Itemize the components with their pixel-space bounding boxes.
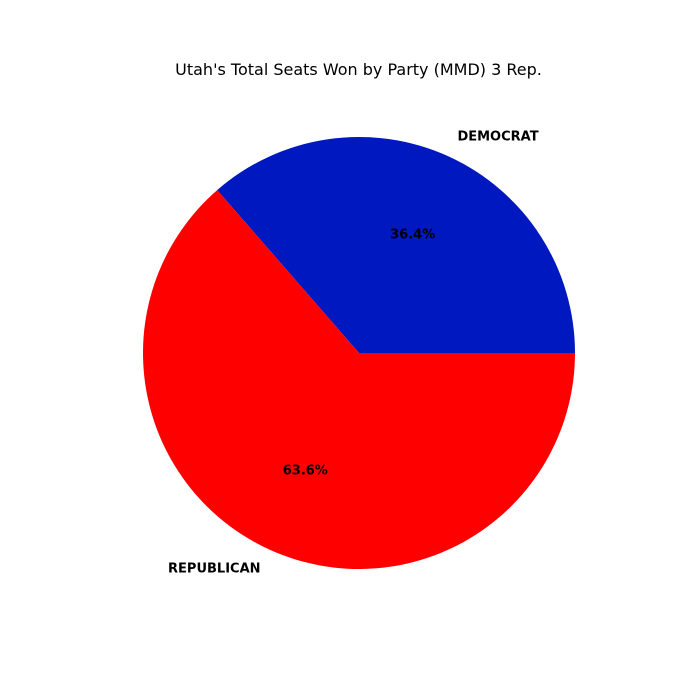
chart-title: Utah's Total Seats Won by Party (MMD) 3 … [175,60,542,79]
pie-slice-republican [143,190,575,569]
pie-slice-democrat [217,136,575,353]
slice-label-democrat: DEMOCRAT [457,129,538,144]
pct-label-democrat: 36.4% [390,228,435,243]
slice-label-republican: REPUBLICAN [168,562,261,577]
pct-label-republican: 63.6% [283,463,328,478]
